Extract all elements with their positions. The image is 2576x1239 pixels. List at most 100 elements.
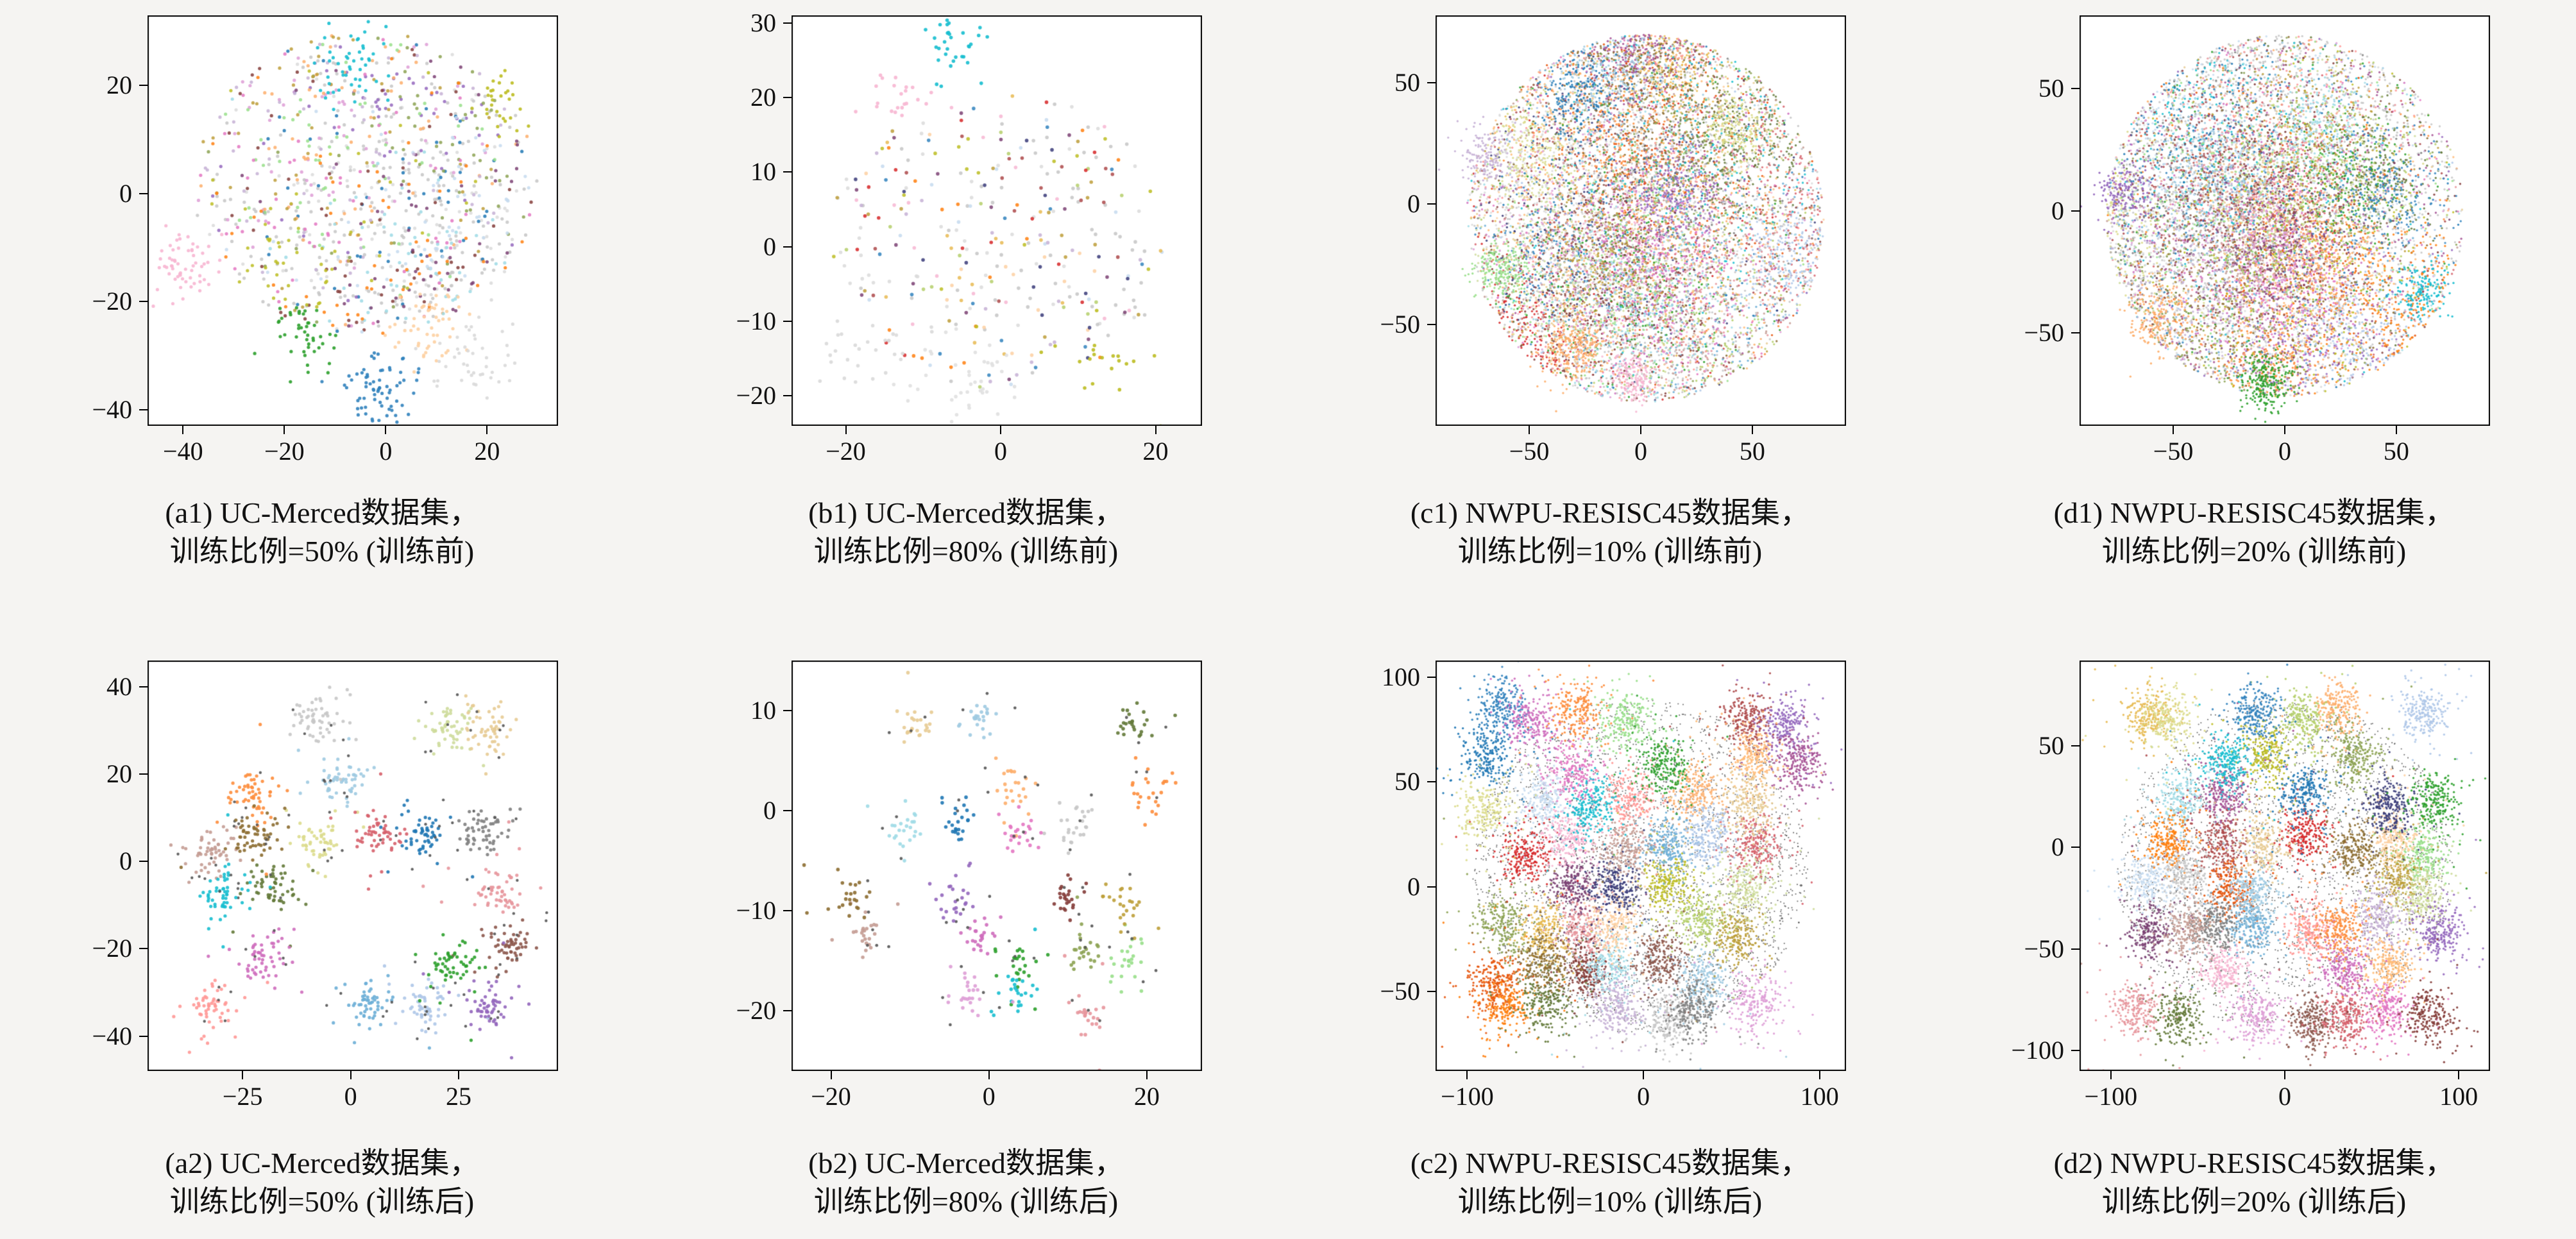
y-tick-mark bbox=[2071, 847, 2080, 848]
caption-line: (b2) UC-Merced数据集， bbox=[808, 1147, 1124, 1179]
y-tick-mark bbox=[139, 1035, 148, 1037]
y-tick-label: 100 bbox=[1382, 662, 1420, 692]
y-tick-label: 50 bbox=[2038, 74, 2064, 103]
y-tick-label: 50 bbox=[2038, 731, 2064, 761]
x-tick-mark bbox=[2284, 1071, 2285, 1079]
tsne-scatter-canvas bbox=[792, 15, 1202, 426]
y-tick-label: 30 bbox=[750, 8, 776, 37]
x-tick-mark bbox=[830, 1071, 832, 1079]
x-tick-label: −100 bbox=[1441, 1082, 1494, 1111]
y-tick-label: −50 bbox=[1380, 309, 1420, 339]
x-tick-label: 0 bbox=[2278, 437, 2291, 466]
plot-area-c1: −50 0 50 −50 0 50 bbox=[1380, 15, 1846, 466]
x-tick-label: −25 bbox=[222, 1082, 263, 1111]
caption-line: 训练比例=10% (训练前) bbox=[1457, 535, 1763, 568]
y-tick-label: −100 bbox=[2011, 1036, 2064, 1065]
x-tick-label: 0 bbox=[982, 1082, 996, 1111]
tsne-scatter-canvas bbox=[148, 661, 558, 1071]
y-tick-label: −20 bbox=[736, 381, 776, 410]
y-tick-label: 40 bbox=[106, 671, 132, 701]
x-tick-label: 0 bbox=[1637, 1082, 1650, 1111]
x-tick-mark bbox=[1146, 1071, 1148, 1079]
x-tick-label: 20 bbox=[474, 437, 500, 466]
x-tick-label: −40 bbox=[163, 437, 203, 466]
x-tick-mark bbox=[1529, 426, 1530, 434]
y-tick-label: −20 bbox=[736, 996, 776, 1025]
x-tick-mark bbox=[2173, 426, 2174, 434]
subplot-b2: −20 0 20 −20 −10 0 10 (b2) UC-Merced数据集， 训练比例=… bbox=[644, 620, 1288, 1239]
y-tick-label: 20 bbox=[750, 83, 776, 112]
y-tick-label: −50 bbox=[2024, 934, 2064, 963]
y-tick-mark bbox=[139, 861, 148, 863]
caption-c1: (c1) NWPU-RESISC45数据集， 训练比例=10% (训练前) bbox=[1288, 494, 1932, 571]
y-tick-label: 20 bbox=[106, 759, 132, 789]
y-tick-mark bbox=[139, 409, 148, 410]
y-tick-mark bbox=[783, 22, 792, 24]
y-tick-label: −10 bbox=[736, 307, 776, 336]
y-tick-mark bbox=[2071, 210, 2080, 212]
caption-line: (a1) UC-Merced数据集， bbox=[165, 496, 479, 529]
tsne-scatter-canvas bbox=[1436, 15, 1846, 426]
plot-area-b1: −20 0 20 −20 −10 0 10 20 30 bbox=[736, 8, 1202, 466]
y-tick-label: −20 bbox=[92, 934, 132, 963]
y-tick-label: 0 bbox=[1407, 872, 1420, 901]
y-tick-label: 0 bbox=[2051, 832, 2064, 862]
y-tick-label: 0 bbox=[119, 178, 132, 208]
y-tick-mark bbox=[2071, 948, 2080, 950]
x-tick-mark bbox=[182, 426, 184, 434]
y-tick-mark bbox=[2071, 745, 2080, 747]
y-tick-mark bbox=[1427, 82, 1436, 84]
caption-line: 训练比例=80% (训练后) bbox=[813, 1185, 1119, 1218]
x-tick-mark bbox=[1640, 426, 1641, 434]
y-tick-label: −20 bbox=[92, 287, 132, 316]
plot-area-d1: −50 0 50 −50 0 50 bbox=[2024, 15, 2490, 466]
subplot-b1: −20 0 20 −20 −10 0 10 20 30 (b1) UC-Merced数据集， 训… bbox=[644, 0, 1288, 620]
plot-area-c2: −100 0 100 −50 0 50 100 bbox=[1380, 661, 1846, 1111]
x-tick-mark bbox=[1000, 426, 1002, 434]
caption-a1: (a1) UC-Merced数据集， 训练比例=50% (训练前) bbox=[0, 494, 644, 571]
caption-d2: (d2) NWPU-RESISC45数据集， 训练比例=20% (训练后) bbox=[1932, 1144, 2576, 1221]
caption-a2: (a2) UC-Merced数据集， 训练比例=50% (训练后) bbox=[0, 1144, 644, 1221]
caption-line: (b1) UC-Merced数据集， bbox=[808, 496, 1124, 529]
y-tick-label: 0 bbox=[763, 232, 776, 261]
y-tick-mark bbox=[1427, 990, 1436, 992]
x-tick-label: −20 bbox=[264, 437, 305, 466]
y-tick-label: −40 bbox=[92, 394, 132, 424]
caption-line: (c2) NWPU-RESISC45数据集， bbox=[1410, 1147, 1810, 1179]
x-tick-mark bbox=[458, 1071, 460, 1079]
caption-b1: (b1) UC-Merced数据集， 训练比例=80% (训练前) bbox=[644, 494, 1288, 571]
y-tick-mark bbox=[783, 910, 792, 912]
caption-line: 训练比例=20% (训练后) bbox=[2101, 1185, 2407, 1218]
y-tick-label: 20 bbox=[106, 71, 132, 100]
caption-line: 训练比例=50% (训练后) bbox=[169, 1185, 475, 1218]
x-tick-mark bbox=[845, 426, 847, 434]
x-tick-label: 50 bbox=[1739, 437, 1765, 466]
y-tick-label: −40 bbox=[92, 1021, 132, 1050]
caption-d1: (d1) NWPU-RESISC45数据集， 训练比例=20% (训练前) bbox=[1932, 494, 2576, 571]
y-tick-mark bbox=[2071, 332, 2080, 334]
x-tick-label: 20 bbox=[1133, 1082, 1160, 1111]
y-tick-mark bbox=[2071, 1050, 2080, 1052]
y-tick-mark bbox=[783, 395, 792, 397]
y-tick-label: 50 bbox=[1394, 767, 1420, 796]
y-tick-label: 50 bbox=[1394, 68, 1420, 97]
caption-line: 训练比例=80% (训练前) bbox=[813, 535, 1119, 568]
plot-area-a1: −40 −20 0 20 −40 −20 0 20 bbox=[92, 15, 558, 466]
x-tick-mark bbox=[284, 426, 285, 434]
subplot-c1: −50 0 50 −50 0 50 (c1) NWPU-RESISC45数据集， 训练比例… bbox=[1288, 0, 1932, 620]
y-tick-label: −50 bbox=[2024, 318, 2064, 348]
caption-line: 训练比例=50% (训练前) bbox=[169, 535, 475, 568]
plot-area-d2: −100 0 100 −100 −50 0 50 bbox=[2011, 661, 2490, 1111]
plot-area-a2: −25 0 25 −40 −20 0 20 40 bbox=[92, 661, 558, 1111]
y-tick-label: 10 bbox=[750, 157, 776, 187]
x-tick-label: 20 bbox=[1142, 437, 1169, 466]
caption-line: 训练比例=10% (训练后) bbox=[1457, 1185, 1763, 1218]
x-tick-label: −100 bbox=[2084, 1082, 2138, 1111]
x-tick-label: 25 bbox=[446, 1082, 472, 1111]
y-tick-mark bbox=[139, 85, 148, 87]
x-tick-mark bbox=[1818, 1071, 1820, 1079]
caption-line: (a2) UC-Merced数据集， bbox=[165, 1147, 479, 1179]
y-tick-mark bbox=[1427, 323, 1436, 325]
tsne-scatter-canvas bbox=[1436, 661, 1846, 1071]
